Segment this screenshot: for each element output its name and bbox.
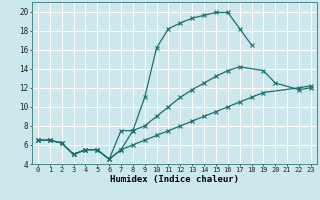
X-axis label: Humidex (Indice chaleur): Humidex (Indice chaleur) (110, 175, 239, 184)
